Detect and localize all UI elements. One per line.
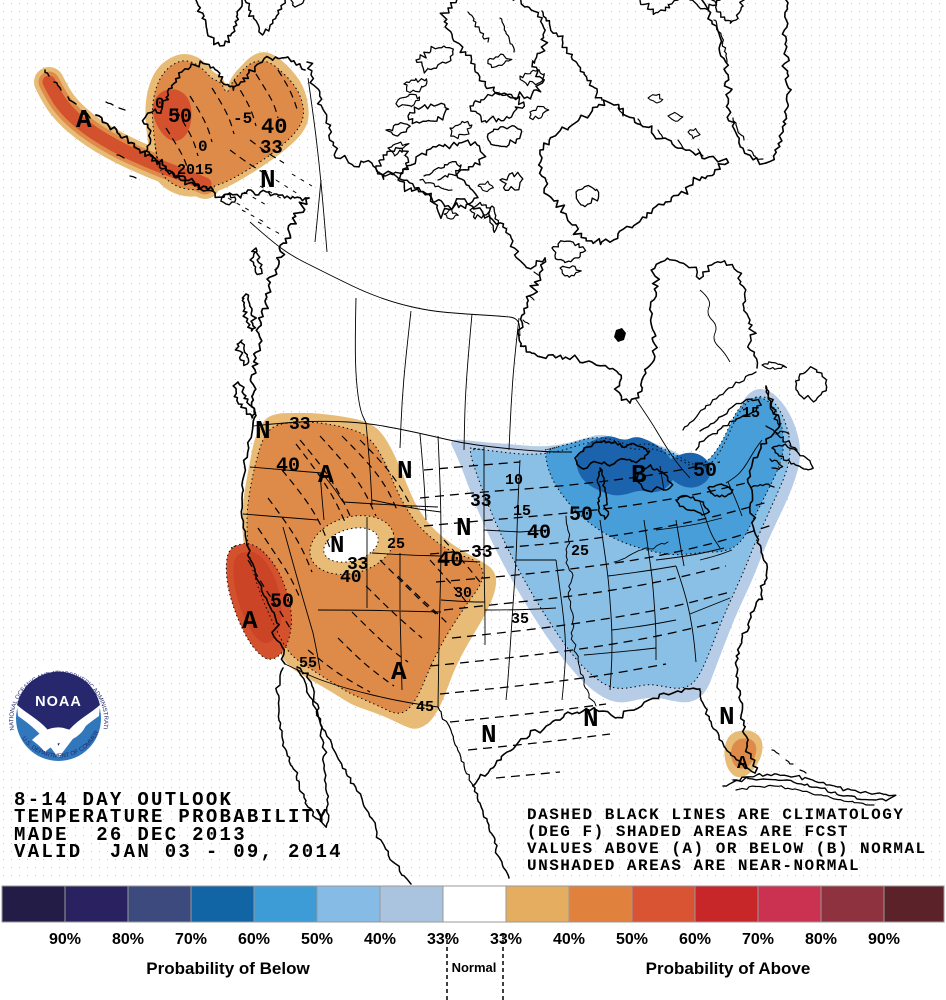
svg-text:40%: 40% xyxy=(364,931,396,948)
svg-text:40%: 40% xyxy=(553,931,585,948)
svg-text:30: 30 xyxy=(454,585,472,602)
svg-text:70%: 70% xyxy=(742,931,774,948)
svg-text:VALUES ABOVE (A) OR BELOW (B): VALUES ABOVE (A) OR BELOW (B) NORMAL xyxy=(527,840,927,858)
svg-text:40: 40 xyxy=(437,548,463,573)
svg-text:25: 25 xyxy=(571,543,589,560)
svg-text:Probability of Below: Probability of Below xyxy=(146,959,310,978)
svg-text:8-14 DAY OUTLOOK: 8-14 DAY OUTLOOK xyxy=(14,789,233,811)
svg-text:Normal: Normal xyxy=(452,960,497,975)
svg-text:TEMPERATURE PROBABILITY: TEMPERATURE PROBABILITY xyxy=(14,806,329,828)
svg-text:33: 33 xyxy=(347,555,369,575)
svg-text:90%: 90% xyxy=(49,931,81,948)
svg-text:90%: 90% xyxy=(868,931,900,948)
svg-text:55: 55 xyxy=(299,655,317,672)
svg-text:Probability of Above: Probability of Above xyxy=(646,959,811,978)
svg-text:N: N xyxy=(456,513,472,543)
svg-text:45: 45 xyxy=(416,699,434,716)
svg-text:15: 15 xyxy=(742,405,760,422)
svg-text:(DEG F) SHADED AREAS ARE FCST: (DEG F) SHADED AREAS ARE FCST xyxy=(527,823,849,841)
svg-text:B: B xyxy=(631,460,647,490)
svg-text:2015: 2015 xyxy=(177,162,213,179)
svg-text:25: 25 xyxy=(387,536,405,553)
svg-text:33: 33 xyxy=(260,137,283,159)
svg-text:N: N xyxy=(397,456,413,486)
svg-text:50: 50 xyxy=(569,504,593,527)
svg-text:60%: 60% xyxy=(679,931,711,948)
svg-text:33: 33 xyxy=(470,492,492,512)
svg-text:33%: 33% xyxy=(490,931,522,948)
svg-text:N: N xyxy=(260,165,276,195)
svg-text:N: N xyxy=(330,533,344,560)
svg-text:UNSHADED AREAS ARE NEAR-NORMAL: UNSHADED AREAS ARE NEAR-NORMAL xyxy=(527,857,860,875)
svg-text:N: N xyxy=(583,704,599,734)
svg-text:10: 10 xyxy=(505,472,523,489)
svg-text:N: N xyxy=(255,416,271,446)
svg-text:MADE 26 DEC 2013: MADE 26 DEC 2013 xyxy=(14,824,247,846)
svg-text:50: 50 xyxy=(693,460,717,483)
svg-text:A: A xyxy=(318,460,334,490)
svg-text:40: 40 xyxy=(276,455,300,478)
svg-text:A: A xyxy=(242,606,258,636)
svg-text:DASHED BLACK LINES ARE CLIMATO: DASHED BLACK LINES ARE CLIMATOLOGY xyxy=(527,806,904,824)
svg-text:50: 50 xyxy=(168,106,192,129)
svg-text:0: 0 xyxy=(155,95,165,113)
svg-text:50: 50 xyxy=(270,591,294,614)
svg-text:50%: 50% xyxy=(616,931,648,948)
svg-text:N: N xyxy=(481,720,497,750)
svg-text:N: N xyxy=(719,702,735,732)
svg-text:35: 35 xyxy=(511,611,529,628)
svg-text:A: A xyxy=(76,105,92,135)
svg-text:-5: -5 xyxy=(233,110,252,128)
svg-text:80%: 80% xyxy=(112,931,144,948)
svg-text:A: A xyxy=(391,657,407,687)
svg-text:50%: 50% xyxy=(301,931,333,948)
svg-text:NOAA: NOAA xyxy=(35,694,82,710)
svg-text:40: 40 xyxy=(340,568,362,588)
svg-text:A: A xyxy=(737,754,748,774)
svg-text:60%: 60% xyxy=(238,931,270,948)
svg-text:40: 40 xyxy=(527,522,551,545)
svg-text:33: 33 xyxy=(471,543,493,563)
svg-text:VALID JAN 03 - 09, 2014: VALID JAN 03 - 09, 2014 xyxy=(14,841,343,863)
svg-text:70%: 70% xyxy=(175,931,207,948)
svg-text:33: 33 xyxy=(289,415,311,435)
svg-text:15: 15 xyxy=(513,503,531,520)
svg-text:0: 0 xyxy=(198,138,208,156)
svg-text:33%: 33% xyxy=(427,931,459,948)
svg-text:80%: 80% xyxy=(805,931,837,948)
svg-text:40: 40 xyxy=(261,115,287,140)
